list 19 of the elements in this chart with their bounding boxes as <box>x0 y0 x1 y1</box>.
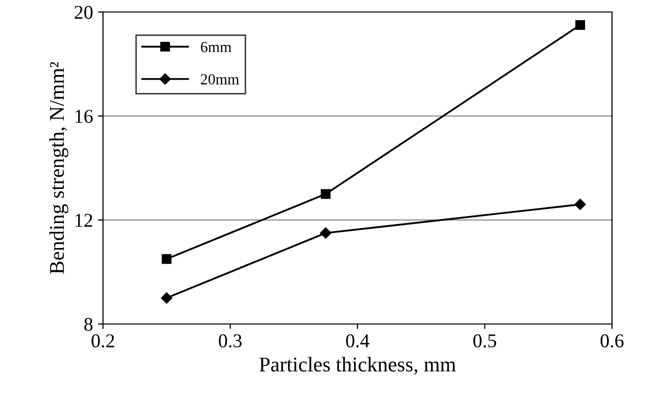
point <box>320 227 332 239</box>
point <box>161 292 172 304</box>
legend-label: 20mm <box>200 74 240 84</box>
x-tick-label: 0.3 <box>218 334 242 348</box>
point <box>320 189 331 199</box>
y-tick-label: 8 <box>84 318 93 331</box>
y-tick-label: 20 <box>74 6 93 19</box>
x-tick-label: 0.5 <box>473 334 496 348</box>
x-tick-label: 0.4 <box>346 334 370 348</box>
y-axis-title: Bending strength, N/mm² <box>49 62 68 274</box>
point <box>574 198 586 210</box>
point <box>575 20 586 30</box>
y-tick-label: 12 <box>76 214 92 227</box>
legend-label: 6mm <box>200 42 232 52</box>
x-axis-title: Particles thickness, mm <box>259 356 456 375</box>
point <box>162 254 172 264</box>
y-tick-label: 16 <box>76 110 93 123</box>
x-tick-label: 0.2 <box>92 334 114 348</box>
x-tick-label: 0.6 <box>600 334 624 348</box>
